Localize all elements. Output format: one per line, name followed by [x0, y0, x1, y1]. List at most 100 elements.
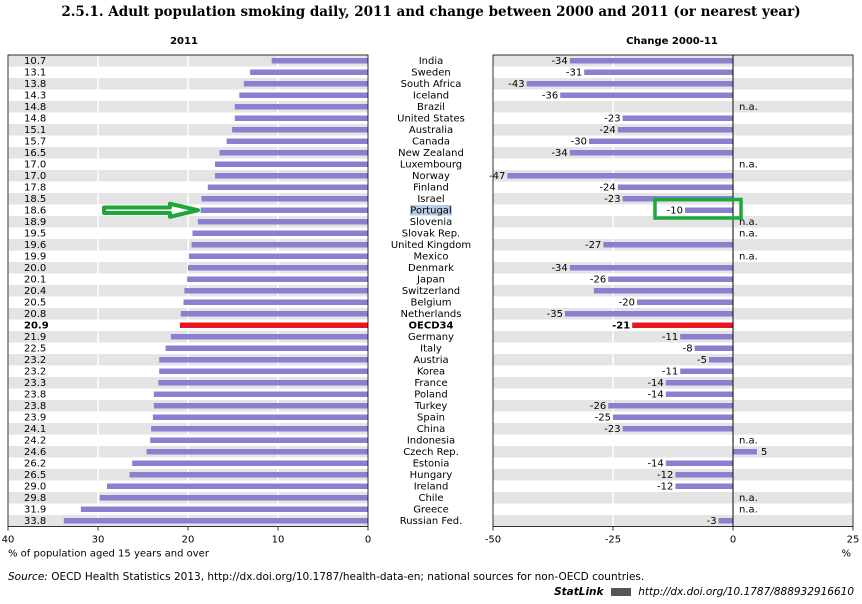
country-label-spain: Spain — [417, 413, 445, 424]
right-stripe — [493, 354, 853, 366]
right-value-label: -3 — [707, 516, 717, 527]
chart-title: 2.5.1. Adult population smoking daily, 2… — [61, 4, 801, 20]
left-bar-united-kingdom — [191, 242, 368, 248]
left-bar-slovenia — [197, 219, 368, 225]
left-bar-denmark — [188, 265, 368, 271]
right-bar-poland — [665, 391, 733, 397]
left-value-label: 20.0 — [24, 263, 46, 274]
left-bar-brazil — [234, 104, 368, 110]
right-bar-united-kingdom — [603, 242, 733, 248]
country-label-italy: Italy — [420, 344, 442, 355]
right-value-label: -31 — [566, 68, 582, 79]
country-label-iceland: Iceland — [413, 91, 449, 102]
left-value-label: 16.5 — [24, 148, 46, 159]
right-value-label: -47 — [489, 171, 505, 182]
left-bar-netherlands — [180, 311, 368, 317]
left-tick-label: 40 — [2, 535, 15, 546]
right-value-label: -23 — [604, 424, 620, 435]
left-value-label: 17.0 — [24, 171, 46, 182]
right-bar-hungary — [675, 472, 733, 478]
left-bar-germany — [170, 334, 368, 340]
statlink-url[interactable]: http://dx.doi.org/10.1787/888932916610 — [638, 586, 854, 598]
right-panel-title: Change 2000-11 — [626, 36, 718, 47]
left-value-label: 24.6 — [24, 447, 46, 458]
right-bar-korea — [680, 368, 733, 374]
right-stripe — [493, 101, 853, 113]
left-bar-poland — [153, 391, 368, 397]
left-value-label: 20.5 — [24, 298, 46, 309]
left-bar-ireland — [107, 483, 368, 489]
right-value-label: -11 — [662, 332, 678, 343]
left-bar-oecd34 — [179, 322, 368, 328]
left-bar-chile — [99, 495, 369, 501]
country-label-slovak-rep: Slovak Rep. — [402, 229, 460, 240]
right-bar-netherlands — [565, 311, 733, 317]
left-bar-korea — [159, 368, 368, 374]
right-bar-belgium — [637, 299, 733, 305]
country-label-luxembourg: Luxembourg — [400, 160, 462, 171]
right-value-label: -34 — [551, 148, 567, 159]
right-bar-spain — [613, 414, 733, 420]
country-label-germany: Germany — [408, 332, 454, 343]
country-label-france: France — [414, 378, 447, 389]
left-bar-belgium — [183, 299, 368, 305]
country-label-japan: Japan — [416, 275, 445, 286]
left-value-label: 13.8 — [24, 79, 46, 90]
right-bar-new-zealand — [569, 150, 733, 156]
country-label-turkey: Turkey — [414, 401, 448, 412]
country-label-indonesia: Indonesia — [407, 436, 455, 447]
right-frame — [492, 54, 854, 527]
left-value-label: 14.8 — [24, 102, 46, 113]
left-value-label: 20.4 — [24, 286, 46, 297]
statlink-logo-icon — [610, 588, 631, 596]
country-label-korea: Korea — [417, 367, 445, 378]
source-label: Source: — [8, 571, 48, 583]
country-label-chile: Chile — [418, 493, 443, 504]
right-bar-china — [622, 426, 733, 432]
right-value-label: -26 — [590, 275, 606, 286]
country-label-poland: Poland — [414, 390, 447, 401]
right-stripe — [493, 469, 853, 481]
left-bar-china — [151, 426, 368, 432]
right-bar-portugal — [685, 207, 733, 213]
right-value-label: -5 — [697, 355, 707, 366]
left-value-label: 17.8 — [24, 183, 46, 194]
left-bar-austria — [159, 357, 368, 363]
left-bar-switzerland — [184, 288, 368, 294]
right-bar-norway — [507, 173, 733, 179]
left-value-label: 19.5 — [24, 229, 46, 240]
right-tick-label: 0 — [730, 535, 736, 546]
right-bar-austria — [709, 357, 733, 363]
right-value-label: -14 — [647, 459, 663, 470]
right-value-label: -34 — [551, 56, 567, 67]
left-value-label: 20.1 — [24, 275, 46, 286]
country-label-israel: Israel — [417, 194, 444, 205]
statlink-word: StatLink — [554, 586, 604, 598]
country-label-estonia: Estonia — [413, 459, 450, 470]
right-bar-sweden — [584, 69, 733, 75]
country-label-denmark: Denmark — [408, 263, 454, 274]
statlink[interactable]: StatLink http://dx.doi.org/10.1787/88893… — [554, 586, 854, 598]
right-bar-united-states — [622, 115, 733, 121]
left-bar-spain — [152, 414, 368, 420]
right-value-label: -30 — [571, 137, 587, 148]
right-tick-label: -25 — [605, 535, 621, 546]
country-label-belgium: Belgium — [411, 298, 452, 309]
left-value-label: 17.0 — [24, 160, 46, 171]
left-bar-estonia — [132, 460, 368, 466]
right-bar-south-africa — [526, 81, 733, 87]
right-value-label: -14 — [647, 390, 663, 401]
country-label-slovenia: Slovenia — [410, 217, 453, 228]
left-value-label: 23.8 — [24, 401, 46, 412]
left-value-label: 23.2 — [24, 355, 46, 366]
country-label-ireland: Ireland — [414, 482, 449, 493]
left-value-label: 15.1 — [24, 125, 46, 136]
right-value-label: -12 — [657, 482, 673, 493]
left-value-label: 10.7 — [24, 56, 46, 67]
right-stripe — [493, 331, 853, 343]
right-bar-denmark — [569, 265, 733, 271]
right-bar-australia — [617, 127, 733, 133]
left-value-label: 18.6 — [24, 206, 46, 217]
country-label-india: India — [419, 56, 444, 67]
